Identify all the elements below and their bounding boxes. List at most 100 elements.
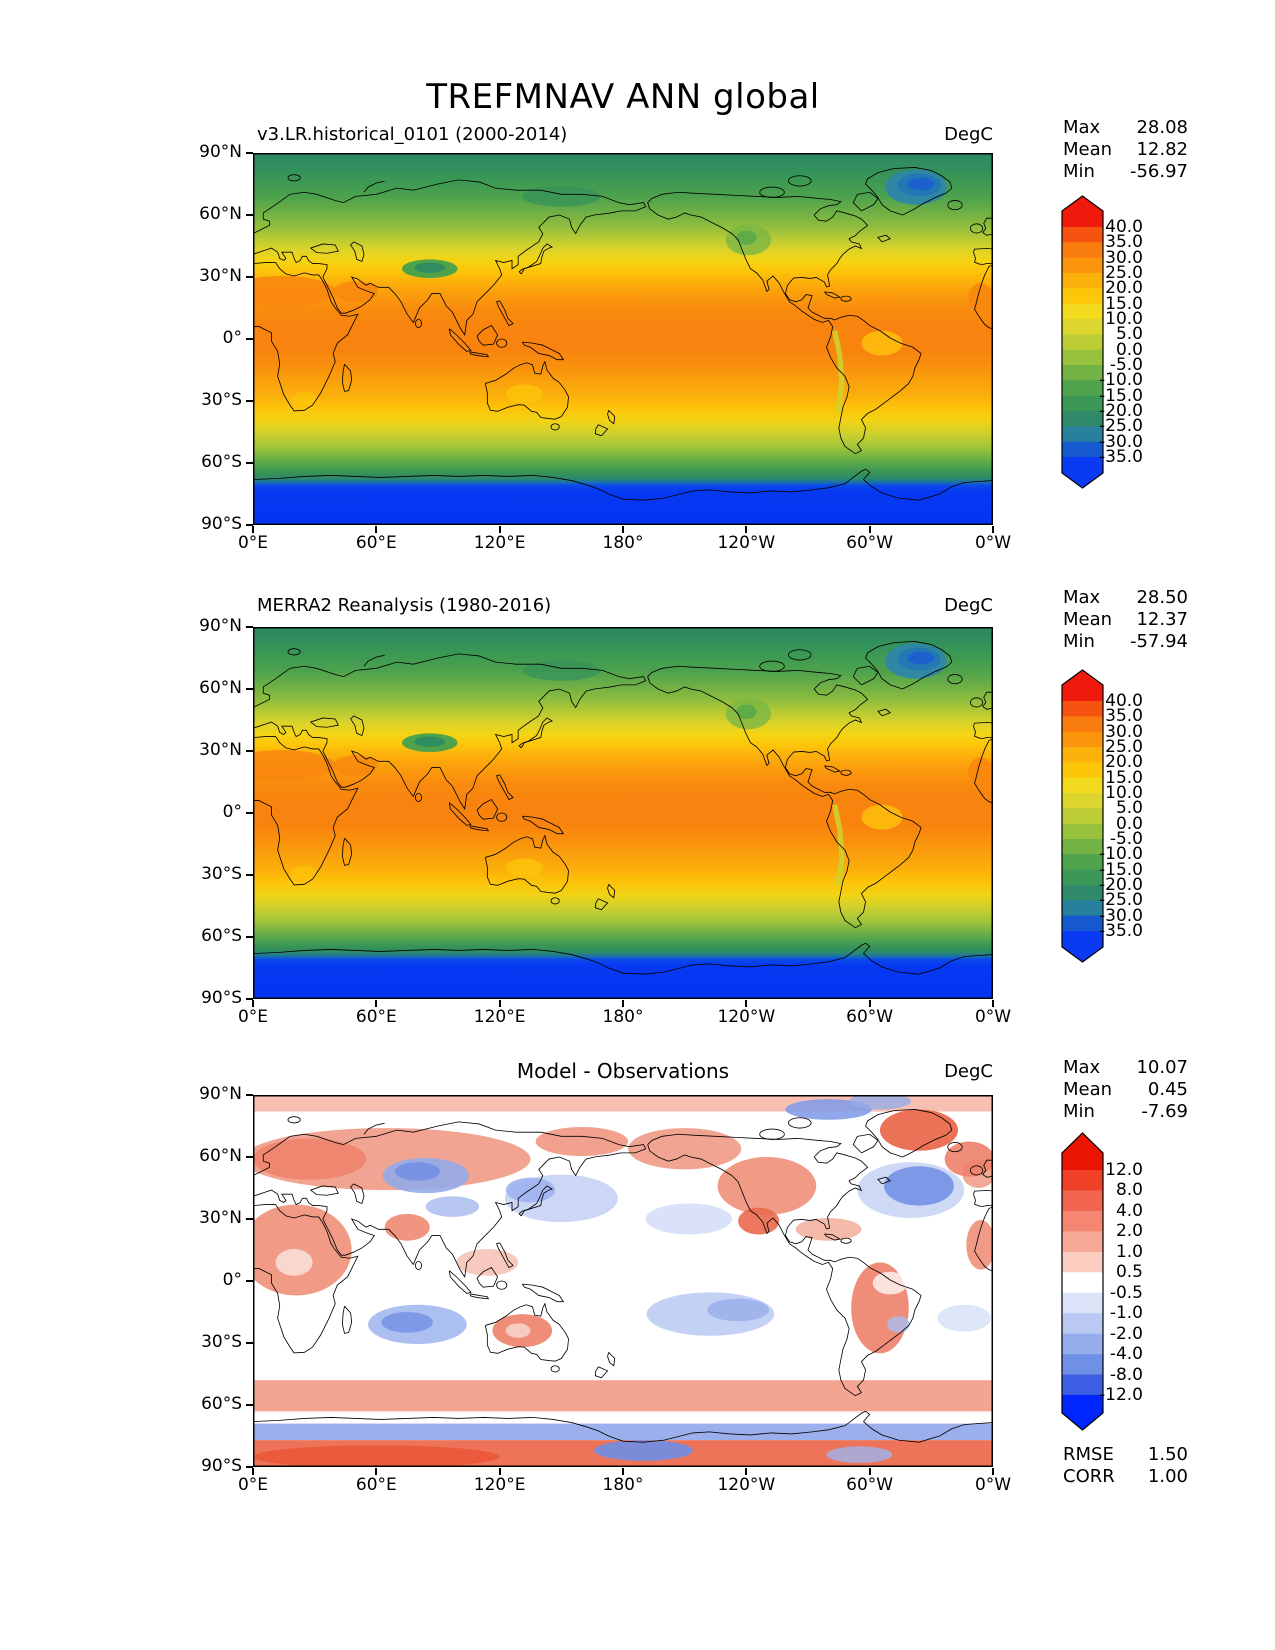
coastline-island: [287, 174, 301, 182]
coastline-cuba: [824, 291, 842, 299]
coastline-island: [496, 338, 508, 348]
colorbar-band: [1062, 1354, 1103, 1376]
coastline-island: [550, 423, 560, 431]
panel-model-title: v3.LR.historical_0101 (2000-2014): [257, 124, 568, 145]
colorbar-band: [1062, 319, 1103, 335]
coastline-greenland: [865, 1109, 953, 1158]
coastline-borneo: [476, 799, 499, 820]
y-tick-mark: [246, 750, 253, 752]
diff-patch: [275, 1248, 313, 1276]
y-tick-mark: [246, 626, 253, 628]
colorbar-tick-label: -25.0: [1099, 890, 1143, 911]
stat-row: Mean 12.37: [1063, 610, 1188, 630]
colorbar-tick-label: -1.0: [1109, 1303, 1143, 1324]
coastline-java: [469, 1293, 490, 1300]
coastline-japan: [518, 243, 554, 275]
colorbar-outline: [1061, 195, 1104, 489]
stat-value: 28.08: [1136, 117, 1188, 138]
y-tick-label: 0°: [222, 328, 242, 348]
coastline-africa: [253, 1204, 359, 1354]
diff-patch: [887, 1316, 910, 1333]
x-tick-label: 120°W: [717, 1007, 776, 1027]
colorbar-band: [1062, 716, 1103, 733]
colorbar-tick-label: 5.0: [1115, 798, 1143, 819]
x-tick-label: 180°: [602, 1475, 644, 1495]
x-tick-label: 0°E: [237, 1007, 269, 1027]
temp-patch: [907, 651, 935, 665]
coastline-baffin: [852, 1133, 879, 1154]
temp-patch: [861, 804, 903, 830]
y-tick-mark: [246, 688, 253, 690]
colorbar-tick-label: 25.0: [1105, 263, 1143, 283]
y-tick-label: 90°S: [201, 514, 242, 534]
colorbar: [1061, 669, 1104, 963]
coastline-madagascar: [342, 837, 353, 866]
colorbar-tick-label: -15.0: [1099, 385, 1143, 406]
colorbar-band: [1062, 441, 1103, 458]
colorbar: [1061, 195, 1104, 489]
y-tick-label: 90°S: [201, 988, 242, 1008]
coastline-wafrica: [974, 1206, 993, 1272]
coastline-iberia: [973, 1190, 993, 1207]
coastline-cuba: [824, 765, 842, 773]
y-tick-label: 90°S: [201, 1456, 242, 1476]
colorbar-band: [1062, 273, 1103, 289]
panel-diff-units-label: DegC: [944, 1061, 993, 1082]
coastline-nzn: [607, 884, 616, 899]
coastline-australia: [484, 834, 569, 894]
coastline-newfoundland: [877, 234, 892, 243]
colorbar-band: [1062, 395, 1103, 412]
colorbar-band: [1062, 731, 1103, 748]
colorbar-band: [1062, 1210, 1103, 1232]
colorbar-band: [1062, 411, 1103, 427]
temp-patch: [907, 177, 935, 191]
diff-patch: [826, 1446, 893, 1463]
metric-row: CORR 1.00: [1063, 1467, 1188, 1487]
coastline-greenland: [865, 167, 953, 216]
colorbar-outline: [1061, 669, 1104, 963]
panel-obs-title: MERRA2 Reanalysis (1980-2016): [257, 595, 552, 616]
stat-label: Min: [1063, 161, 1095, 182]
stat-value: -56.97: [1129, 161, 1188, 182]
stat-row: Max 28.08: [1063, 118, 1188, 138]
stat-label: Mean: [1063, 1079, 1113, 1100]
coastline-island: [496, 1280, 508, 1290]
figure-title: TREFMNAV ANN global: [426, 76, 820, 117]
coastline-island: [788, 175, 812, 187]
diff-patch: [849, 1095, 911, 1110]
colorbar-band: [1062, 334, 1103, 351]
diff-patch: [785, 1099, 872, 1120]
coastlines: [253, 167, 993, 501]
temp-patch: [736, 704, 757, 719]
stat-label: Mean: [1063, 139, 1113, 160]
x-tick-mark: [375, 526, 378, 533]
colorbar-band: [1062, 380, 1103, 397]
colorbar-tick-label: 12.0: [1105, 1160, 1143, 1180]
map-obs-temperature: [253, 627, 993, 999]
colorbar-outline: [1061, 1132, 1104, 1431]
stat-label: Max: [1063, 117, 1101, 138]
coastline-africa: [253, 736, 359, 886]
colorbar-band: [1062, 701, 1103, 717]
y-tick-mark: [246, 1342, 253, 1344]
diff-patch: [738, 1207, 780, 1235]
x-tick-mark: [498, 1468, 501, 1475]
stat-row: Max 10.07: [1063, 1058, 1188, 1078]
coastline-java: [469, 351, 490, 358]
temp-patch-andes: [832, 330, 845, 412]
coastline-philippines: [496, 774, 514, 801]
temp-patch: [333, 755, 379, 776]
colorbar-tick-label: 4.0: [1115, 1200, 1143, 1221]
colorbar-tick-label: -0.5: [1109, 1282, 1143, 1303]
coastline-wafrica: [974, 264, 993, 330]
coastline-uk: [982, 691, 993, 710]
x-tick-label: 180°: [602, 1007, 644, 1027]
metric-label: CORR: [1063, 1466, 1115, 1487]
diff-patch: [535, 1127, 629, 1156]
colorbar-band: [1062, 823, 1103, 840]
x-tick-mark: [375, 1000, 378, 1007]
colorbar-band: [1062, 242, 1103, 259]
coastline-island: [840, 769, 852, 776]
map-model-minus-obs: [253, 1095, 993, 1467]
